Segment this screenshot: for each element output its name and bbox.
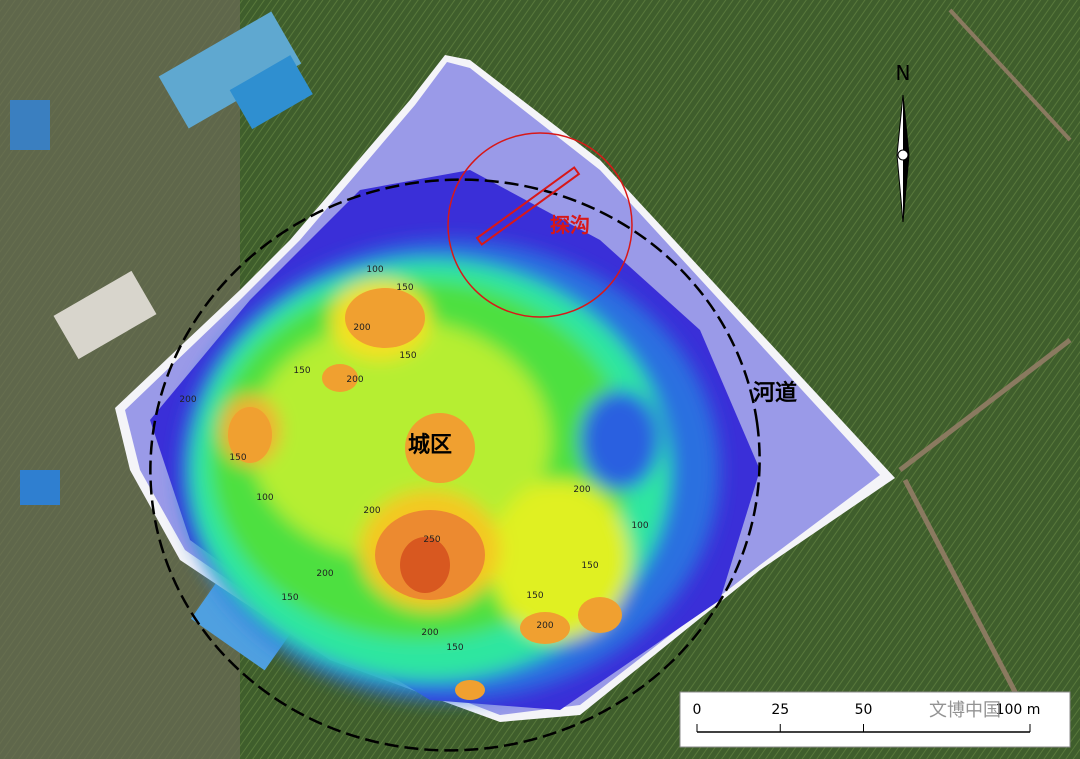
scale-label: 50: [855, 702, 873, 718]
contour-label: 100: [366, 265, 383, 275]
contour-label: 150: [281, 593, 298, 603]
contour-label: 100: [256, 493, 273, 503]
watermark: 文博中国: [929, 700, 1001, 721]
trench-circle: [447, 132, 633, 318]
contour-label: 150: [396, 283, 413, 293]
contour-label: 200: [363, 506, 380, 516]
scale-label: 100 m: [996, 702, 1041, 718]
contour-label: 150: [526, 591, 543, 601]
contour-label: 150: [581, 561, 598, 571]
contour-label: 200: [421, 628, 438, 638]
contour-label: 200: [179, 395, 196, 405]
contour-label: 200: [536, 621, 553, 631]
contour-label: 150: [229, 453, 246, 463]
contour-labels: 100 150 200 150 200 150 200 150 100 200 250 200 150 2…: [179, 265, 648, 653]
trench-label: 探沟: [550, 213, 590, 237]
survey-area: [115, 55, 895, 722]
contour-label: 100: [631, 521, 648, 531]
scale-label: 0: [693, 702, 702, 718]
city-label: 城区: [408, 432, 452, 458]
contour-label: 200: [316, 569, 333, 579]
scale-bar: 0 25 50 100 m: [679, 691, 1071, 748]
scale-label: 25: [771, 702, 789, 718]
trench: [475, 166, 581, 246]
north-label: N: [896, 61, 911, 85]
contour-label: 150: [399, 351, 416, 361]
city-boundary: [149, 178, 761, 752]
north-arrow: N: [896, 61, 911, 223]
contour-label: 150: [293, 366, 310, 376]
contour-label: 200: [573, 485, 590, 495]
contour-label: 150: [446, 643, 463, 653]
contour-label: 200: [353, 323, 370, 333]
river-label: 河道: [753, 380, 797, 406]
contour-label: 200: [346, 375, 363, 385]
contour-label: 250: [423, 535, 440, 545]
